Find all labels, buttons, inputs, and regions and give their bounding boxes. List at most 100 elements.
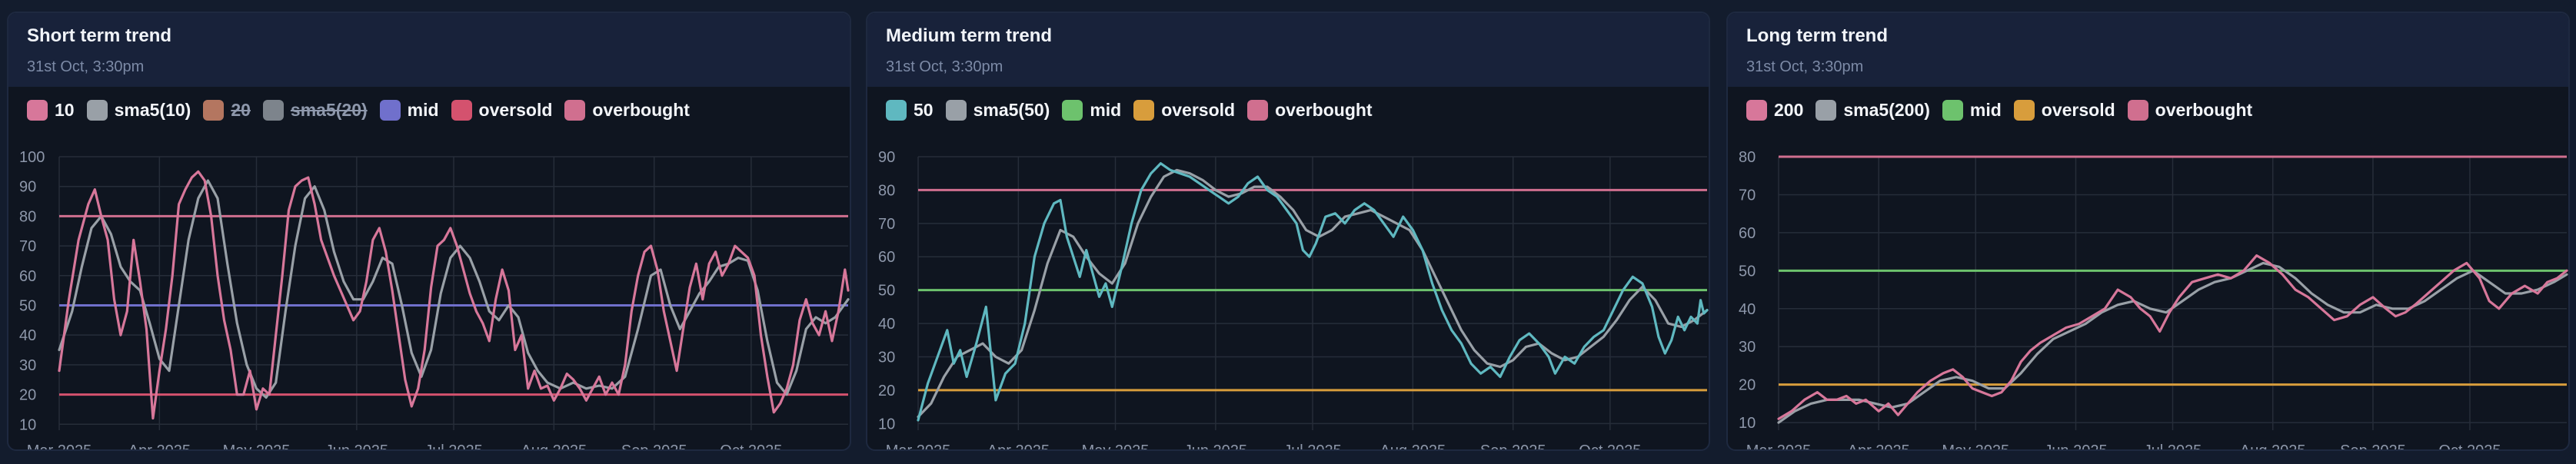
x-tick-label: Mar 2025 [27,442,92,451]
legend-item-oversold[interactable]: oversold [2013,99,2115,121]
y-tick-label: 20 [1739,377,1756,394]
legend-swatch [1133,99,1155,121]
legend-swatch [27,99,48,121]
legend-label: sma5(200) [1843,99,1930,120]
y-tick-label: 70 [878,216,895,233]
legend-swatch [1746,99,1767,121]
panel-header: Short term trend 31st Oct, 3:30pm [8,13,850,87]
x-tick-label: Jul 2025 [2144,442,2202,451]
legend-swatch [945,99,967,121]
legend-swatch [1942,99,1963,121]
y-tick-label: 60 [1739,225,1756,242]
y-tick-label: 30 [1739,339,1756,356]
panel-timestamp: 31st Oct, 3:30pm [886,58,1003,75]
series-line-50 [917,162,1709,422]
y-tick-label: 50 [878,283,895,300]
x-tick-label: May 2025 [1082,442,1150,451]
legend-item-10[interactable]: 10 [27,99,75,121]
x-tick-label: May 2025 [1942,442,2009,451]
x-tick-label: Sep 2025 [621,442,687,451]
legend-item-overbought[interactable]: overbought [1247,99,1373,121]
legend-swatch [564,99,586,121]
x-tick-label: Jul 2025 [424,442,483,451]
legend-label: 50 [914,99,934,120]
x-tick-label: May 2025 [223,442,291,451]
y-tick-label: 70 [1739,187,1756,204]
legend-item-sma5-10[interactable]: sma5(10) [86,99,191,121]
panel-title: Medium term trend [886,25,1053,46]
y-tick-label: 20 [19,387,36,404]
legend-item-overbought[interactable]: overbought [2127,99,2252,121]
legend-item-mid[interactable]: mid [1942,99,2002,121]
y-tick-label: 100 [19,149,45,166]
panel-header: Medium term trend 31st Oct, 3:30pm [867,13,1709,87]
legend-swatch [451,99,472,121]
legend-label: mid [1969,99,2002,120]
legend-swatch [1062,99,1083,121]
x-tick-label: Aug 2025 [2240,442,2306,451]
series-line-200 [1777,254,2568,420]
series-line-sma5-50 [917,168,1709,419]
legend-swatch [1247,99,1269,121]
y-tick-label: 40 [878,316,895,333]
legend-item-sma5-200[interactable]: sma5(200) [1816,99,1930,121]
y-tick-label: 30 [19,357,36,374]
legend-item-mid[interactable]: mid [1062,99,1122,121]
legend-item-oversold[interactable]: oversold [451,99,553,121]
y-tick-label: 10 [878,416,895,433]
legend-item-sma5-20[interactable]: sma5(20) [262,99,368,121]
legend-swatch [2127,99,2148,121]
y-tick-label: 40 [1739,301,1756,318]
legend-item-20[interactable]: 20 [203,99,251,121]
legend-label: mid [1090,99,1122,120]
y-tick-label: 50 [1739,263,1756,280]
legend-item-overbought[interactable]: overbought [564,99,690,121]
legend-label: 20 [231,99,251,120]
medium-term-trend-panel: Medium term trend 31st Oct, 3:30pm 50 sma… [866,12,1710,451]
panel-timestamp: 31st Oct, 3:30pm [27,58,145,75]
legend-label: sma5(10) [114,99,191,120]
legend-item-oversold[interactable]: oversold [1133,99,1235,121]
legend-item-sma5-50[interactable]: sma5(50) [945,99,1050,121]
short-term-trend-panel: Short term trend 31st Oct, 3:30pm 10 sma5… [7,12,851,451]
x-tick-label: Jun 2025 [2044,442,2107,451]
y-tick-label: 10 [1739,415,1756,432]
legend-label: overbought [592,99,690,120]
legend-label: 10 [55,99,75,120]
panel-title: Long term trend [1746,25,1888,46]
legend-item-200[interactable]: 200 [1746,99,1804,121]
x-tick-label: Jul 2025 [1283,442,1342,451]
y-tick-label: 90 [19,179,36,196]
x-tick-label: Aug 2025 [521,442,587,451]
x-tick-label: Mar 2025 [886,442,951,451]
legend-swatch [886,99,907,121]
long-term-trend-panel: Long term trend 31st Oct, 3:30pm 200 sma5… [1726,12,2570,451]
x-tick-label: Mar 2025 [1746,442,1812,451]
y-tick-label: 90 [878,149,895,166]
y-tick-label: 60 [19,268,36,285]
y-tick-label: 20 [878,383,895,399]
y-tick-label: 80 [19,208,36,225]
series-line-10 [58,170,850,420]
short-term-chart: 10 20 30 40 50 60 70 80 90 100 Mar 2025 Apr 2025 May… [19,149,850,451]
legend-swatch [203,99,225,121]
y-tick-label: 10 [19,416,36,433]
legend-label: oversold [2041,99,2115,120]
legend-label: oversold [478,99,553,120]
y-tick-label: 50 [19,297,36,314]
legend-label: 200 [1774,99,1804,120]
y-tick-label: 30 [878,349,895,366]
x-tick-label: Apr 2025 [128,442,191,451]
y-tick-label: 60 [878,249,895,266]
panel-title: Short term trend [27,25,172,46]
y-tick-label: 70 [19,238,36,255]
grid-lines [58,156,848,430]
panel-timestamp: 31st Oct, 3:30pm [1746,58,1864,75]
legend-item-50[interactable]: 50 [886,99,934,121]
legend-swatch [86,99,108,121]
x-tick-label: Apr 2025 [1848,442,1910,451]
legend-label: sma5(50) [973,99,1050,120]
x-tick-label: Jun 2025 [1184,442,1247,451]
legend-item-mid[interactable]: mid [379,99,439,121]
x-tick-label: Jun 2025 [325,442,388,451]
